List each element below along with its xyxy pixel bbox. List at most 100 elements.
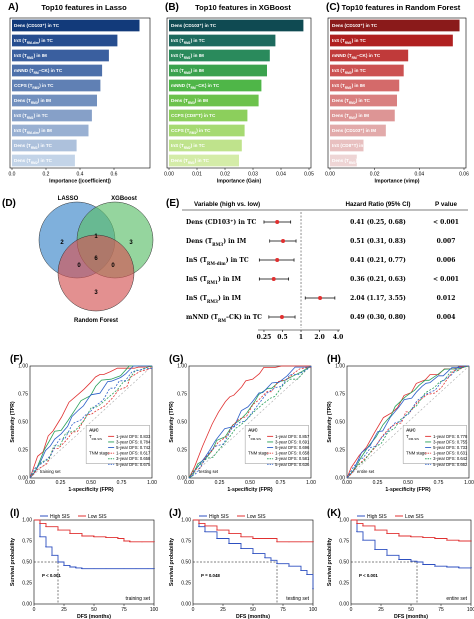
bar (330, 139, 364, 152)
roc-curve (188, 365, 312, 479)
bar-label: Dens (TRM3) in IM (14, 98, 51, 105)
y-tick-label: 0.50 (335, 420, 345, 426)
x-axis-label: DFS (months) (394, 614, 428, 619)
y-tick-label: 1.00 (22, 518, 32, 524)
y-tick-label: 0.25 (181, 581, 191, 587)
y-tick-label: 0.50 (181, 560, 191, 566)
x-tick-label: 75 (121, 607, 127, 613)
x-tick-label: 25 (220, 607, 226, 613)
bar-label: mNND (TRM–CK) in TC (332, 53, 381, 60)
x-tick-label: 0.00 (164, 172, 174, 178)
region-count: 0 (111, 263, 115, 269)
bar-label: CCPS (TRM1) in TC (14, 83, 54, 90)
panel-label: (B) (165, 2, 179, 13)
x-tick-label: 50 (91, 607, 97, 613)
x-tick-label: 0.5 (277, 334, 287, 341)
km-panel-k: (K) 0 25 50 75 100 0.00 0.25 0.50 0.75 1.00 DFS (mo… (327, 508, 474, 619)
x-tick-label: 4.0 (333, 334, 343, 341)
bar-label: InS (TRM-dim) in IM (14, 128, 52, 135)
hr-text: 0.49 (0.30, 0.80) (350, 314, 406, 321)
p-value: < 0.001 (433, 276, 459, 283)
plot-frame (33, 519, 155, 605)
roc-panel-f: (F) 0.000.00 0.25 0.25 0.50 0.50 0.75 0.75 1.00 1… (10, 354, 157, 493)
y-axis-label: Sensitivity (TPR) (327, 401, 333, 442)
bar (12, 34, 118, 47)
x-tick-label: 0.50 (403, 480, 413, 486)
chart-title: Top10 features in XGBoost (195, 3, 291, 12)
roc-panel-g: (G) 0.000.00 0.25 0.25 0.50 0.50 0.75 0.75 1.00 1… (169, 354, 316, 493)
bar-panel-a: A) Top10 features in Lasso Dens (CD103⁺) i… (8, 2, 151, 185)
panel-label: (F) (10, 354, 23, 365)
set-label: XGBoost (111, 196, 137, 202)
roc-curve (188, 366, 312, 479)
legend-entry: High SIS (209, 514, 229, 520)
variable-label: InS (TRM3) in IM (186, 295, 241, 304)
bar-label: Dens (CD103⁺) in TC (14, 23, 60, 28)
legend-entry: 1-year DFS: 0.658 (275, 451, 310, 456)
legend-entry: 3-year DFS: 0.784 (116, 439, 151, 444)
legend-entry: 3-year DFS: 0.755 (433, 439, 468, 444)
x-tick-label: 0.01 (192, 172, 202, 178)
roc-curve (346, 365, 469, 479)
legend-title: AUC (248, 427, 258, 432)
legend-entry: Low SIS (247, 514, 266, 520)
legend-entry: 1-year DFS: 0.778 (433, 434, 468, 439)
bar (330, 94, 397, 107)
bar-label: Dens (CD103⁺) in TC (171, 23, 217, 28)
survival-curve (34, 519, 154, 543)
panel-label: (G) (169, 354, 183, 365)
y-axis-label: Survival probability (327, 538, 333, 586)
panel-label: (C) (326, 2, 340, 13)
y-tick-label: 1.00 (339, 518, 349, 524)
survival-curve (351, 519, 471, 542)
bar-label: InS (TRM1) in IM (14, 53, 47, 60)
bar (330, 154, 357, 167)
y-tick-label: 0.00 (339, 602, 349, 608)
x-tick-label: 0.2 (43, 172, 50, 178)
bar (169, 79, 262, 92)
bar-label: Dens (CD103⁺) in TC (332, 23, 378, 28)
x-tick-label: 0.50 (86, 480, 96, 486)
bar-label: Dens (TRM1) in TC (14, 143, 53, 150)
y-tick-label: 0.00 (22, 602, 32, 608)
bar (169, 94, 259, 107)
legend-entry: Low SIS (88, 514, 107, 520)
panel-label: (D) (2, 198, 16, 209)
forest-plot: (E) Variable (high vs. low) Hazard Ratio (… (166, 198, 468, 341)
x-axis-label: DFS (months) (77, 614, 111, 619)
y-tick-label: 0.50 (339, 560, 349, 566)
x-axis-label: 1-specificity (FPR) (68, 487, 114, 493)
set-label: entire set (446, 596, 467, 602)
km-panel-i: (I) 0 25 50 75 100 0.00 0.25 0.50 0.75 1.00 DFS (mo… (10, 508, 158, 619)
x-axis-label: DFS (months) (236, 614, 270, 619)
y-tick-label: 0.75 (181, 539, 191, 545)
x-tick-label: 25 (61, 607, 67, 613)
x-tick-label: 0.50 (245, 480, 255, 486)
x-tick-label: 0.00 (342, 480, 352, 486)
bar-label: InS (TRM-dim) in TC (14, 38, 54, 45)
region-count: 0 (77, 263, 81, 269)
x-tick-label: 0.4 (77, 172, 84, 178)
y-tick-label: 0.75 (339, 539, 349, 545)
legend-group: TNM stage (248, 451, 269, 456)
x-tick-label: 0.02 (370, 172, 380, 178)
set-label: testing set (286, 596, 309, 602)
legend-group: TNM stage (406, 451, 427, 456)
bar (330, 64, 404, 77)
y-axis-label: Survival probability (10, 538, 16, 586)
bar (169, 139, 242, 152)
hr-text: 0.36 (0.21, 0.63) (350, 276, 406, 283)
x-tick-label: 0.00 (25, 480, 35, 486)
bar (330, 49, 409, 62)
x-tick-label: 50 (408, 607, 414, 613)
column-header: Variable (high vs. low) (194, 201, 260, 208)
p-value-text: P = 0.048 (201, 573, 220, 578)
variable-label: mNND (TRM–CK) in TC (186, 314, 262, 323)
y-tick-label: 0.00 (177, 476, 187, 482)
roc-curve (29, 365, 153, 479)
panel-label: A) (8, 2, 19, 13)
variable-label: InS (TRM-dim) in TC (186, 257, 249, 266)
region-count: 2 (60, 240, 64, 246)
y-tick-label: 0.00 (18, 476, 28, 482)
y-tick-label: 0.50 (22, 560, 32, 566)
